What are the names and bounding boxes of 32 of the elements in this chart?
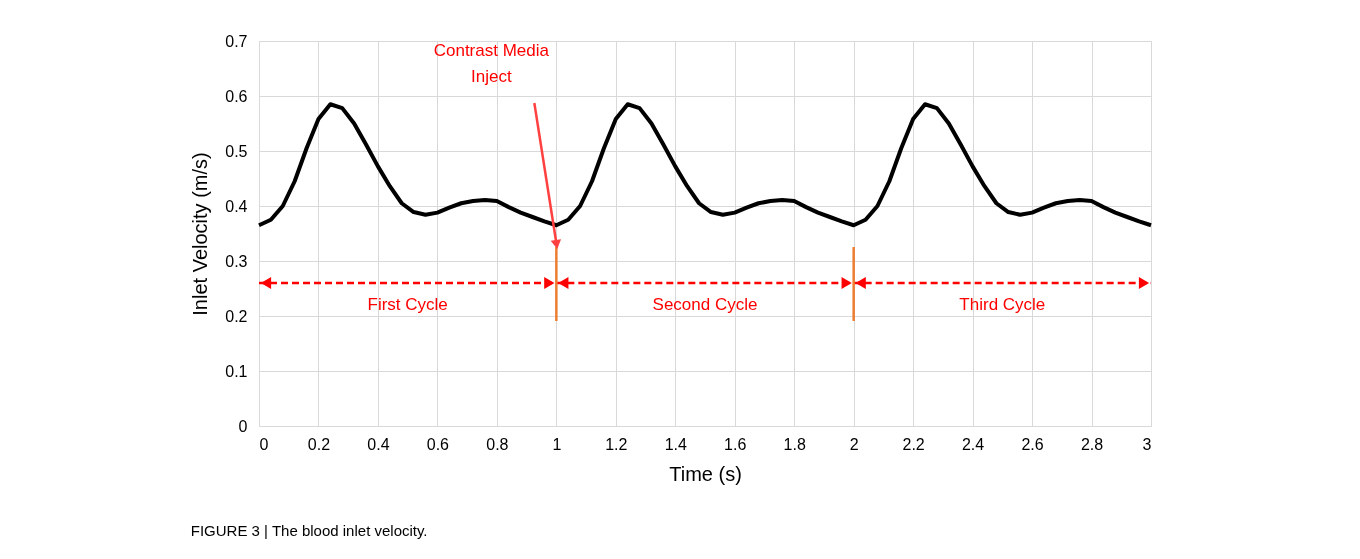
x-tick-label: 2 <box>849 435 859 453</box>
y-axis-title: Inlet Velocity (m/s) <box>189 152 212 316</box>
x-tick-label: 2.2 <box>902 435 925 453</box>
x-tick-label: 1.4 <box>664 435 687 453</box>
annotation: First Cycle <box>367 295 448 314</box>
y-tick-label: 0.4 <box>225 197 248 215</box>
x-tick-label: 2.6 <box>1021 435 1044 453</box>
x-tick-label: 1.2 <box>605 435 628 453</box>
annotation: Contrast Media Inject <box>433 41 550 86</box>
x-tick-label: 1.6 <box>724 435 747 453</box>
text: FIGURE 3 | The blood inlet velocity. <box>190 522 428 539</box>
x-tick-label: 0 <box>259 435 269 453</box>
y-tick-label: 0.5 <box>225 142 248 160</box>
y-tick-label: 0.7 <box>225 32 248 50</box>
y-tick-label: 0.6 <box>225 87 248 105</box>
x-tick-label: 0.4 <box>367 435 390 453</box>
y-tick-label: 0.1 <box>225 362 248 380</box>
line-series <box>257 102 1153 228</box>
x-tick-label: 3 <box>1142 435 1152 453</box>
x-tick-label: 1.8 <box>783 435 806 453</box>
y-tick-label: 0.3 <box>225 252 248 270</box>
x-axis-title: Time (s) <box>669 462 742 485</box>
y-tick-label: 0.2 <box>225 307 248 325</box>
x-tick-label: 0.8 <box>486 435 509 453</box>
x-tick-label: 1 <box>552 435 562 453</box>
annotation: Third Cycle <box>959 295 1046 314</box>
x-tick-label: 2.8 <box>1080 435 1104 453</box>
y-tick-label: 0 <box>238 417 248 435</box>
x-tick-label: 2.4 <box>961 435 985 453</box>
x-tick-label: 0.2 <box>307 435 331 453</box>
x-tick-label: 0.6 <box>426 435 450 453</box>
annotation: Second Cycle <box>652 295 758 314</box>
